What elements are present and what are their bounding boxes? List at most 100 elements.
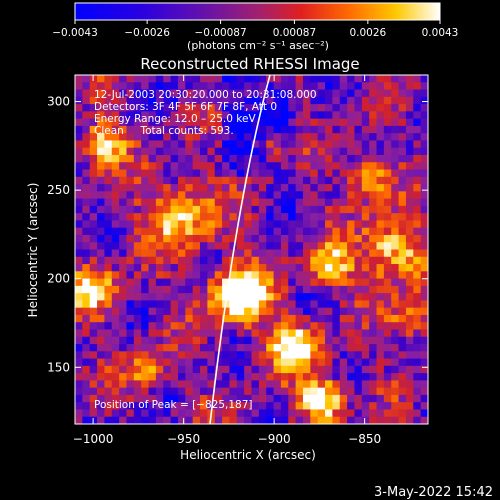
heatmap-cell bbox=[361, 176, 370, 185]
heatmap-cell bbox=[170, 205, 179, 214]
heatmap-cell bbox=[111, 176, 120, 185]
heatmap-cell bbox=[302, 416, 311, 424]
heatmap-cell bbox=[332, 96, 341, 105]
heatmap-cell bbox=[280, 242, 289, 251]
heatmap-cell bbox=[200, 373, 208, 381]
heatmap-cell bbox=[104, 242, 113, 251]
heatmap-cell bbox=[155, 358, 164, 367]
heatmap-cell bbox=[383, 184, 392, 192]
heatmap-cell bbox=[310, 373, 319, 381]
heatmap-cell bbox=[97, 220, 106, 229]
heatmap-cell bbox=[273, 169, 282, 178]
heatmap-cell bbox=[185, 213, 194, 222]
heatmap-cell bbox=[295, 278, 304, 287]
heatmap-cell bbox=[126, 351, 135, 360]
heatmap-cell bbox=[266, 344, 275, 352]
heatmap-cell bbox=[354, 365, 363, 374]
heatmap-cell bbox=[170, 242, 179, 251]
heatmap-cell bbox=[376, 191, 385, 200]
heatmap-cell bbox=[420, 293, 428, 301]
heatmap-cell bbox=[280, 344, 289, 352]
heatmap-cell bbox=[126, 191, 135, 200]
heatmap-cell bbox=[75, 89, 83, 98]
heatmap-cell bbox=[310, 264, 319, 272]
heatmap-cell bbox=[192, 125, 201, 134]
heatmap-cell bbox=[325, 373, 333, 381]
heatmap-cell bbox=[200, 394, 208, 403]
heatmap-cell bbox=[347, 322, 356, 331]
heatmap-cell bbox=[236, 125, 245, 134]
heatmap-cell bbox=[280, 409, 289, 418]
heatmap-cell bbox=[251, 402, 260, 411]
heatmap-cell bbox=[229, 344, 238, 352]
heatmap-cell bbox=[317, 365, 326, 374]
heatmap-cell bbox=[398, 416, 407, 424]
heatmap-cell bbox=[391, 234, 400, 243]
heatmap-cell bbox=[383, 373, 392, 381]
heatmap-cell bbox=[214, 213, 223, 222]
heatmap-cell bbox=[405, 278, 414, 287]
heatmap-cell bbox=[207, 82, 216, 91]
heatmap-cell bbox=[119, 75, 128, 83]
heatmap-cell bbox=[229, 358, 238, 367]
heatmap-cell bbox=[413, 213, 422, 222]
heatmap-cell bbox=[126, 96, 135, 105]
heatmap-cell bbox=[288, 184, 297, 192]
heatmap-cell bbox=[405, 365, 414, 374]
colorbar-ticks: −0.0043 −0.0026 −0.00087 0.00087 0.0026 0.004… bbox=[52, 20, 458, 39]
heatmap-cell bbox=[163, 358, 172, 367]
heatmap-cell bbox=[155, 322, 164, 331]
heatmap-cell bbox=[177, 242, 186, 251]
heatmap-cell bbox=[391, 162, 400, 171]
heatmap-cell bbox=[222, 104, 231, 112]
heatmap-cell bbox=[251, 278, 260, 287]
heatmap-cell bbox=[317, 300, 326, 309]
heatmap-cell bbox=[383, 147, 392, 156]
heatmap-cell bbox=[75, 242, 83, 251]
heatmap-cell bbox=[332, 154, 341, 163]
heatmap-cell bbox=[119, 154, 128, 163]
heatmap-cell bbox=[170, 133, 179, 142]
heatmap-cell bbox=[273, 104, 282, 112]
heatmap-cell bbox=[391, 300, 400, 309]
heatmap-cell bbox=[398, 314, 407, 323]
heatmap-cell bbox=[332, 271, 341, 280]
info-energy-range: Energy Range: 12.0 – 25.0 keV bbox=[94, 113, 256, 125]
heatmap-cell bbox=[155, 133, 164, 142]
heatmap-cell bbox=[148, 351, 157, 360]
heatmap-cell bbox=[332, 278, 341, 287]
heatmap-cell bbox=[200, 314, 208, 323]
heatmap-cell bbox=[104, 409, 113, 418]
heatmap-cell bbox=[170, 336, 179, 345]
heatmap-cell bbox=[97, 416, 106, 424]
heatmap-cell bbox=[222, 96, 231, 105]
heatmap-cell bbox=[398, 176, 407, 185]
heatmap-cell bbox=[214, 300, 223, 309]
heatmap-cell bbox=[376, 358, 385, 367]
heatmap-cell bbox=[104, 285, 113, 294]
heatmap-cell bbox=[273, 234, 282, 243]
heatmap-cell bbox=[317, 154, 326, 163]
heatmap-cell bbox=[280, 380, 289, 389]
heatmap-cell bbox=[244, 147, 253, 156]
heatmap-cell bbox=[310, 133, 319, 142]
heatmap-cell bbox=[391, 227, 400, 236]
heatmap-cell bbox=[251, 154, 260, 163]
heatmap-cell bbox=[111, 96, 120, 105]
heatmap-cell bbox=[148, 278, 157, 287]
heatmap-cell bbox=[347, 285, 356, 294]
heatmap-cell bbox=[155, 140, 164, 149]
heatmap-cell bbox=[376, 89, 385, 98]
heatmap-cell bbox=[148, 358, 157, 367]
heatmap-cell bbox=[155, 220, 164, 229]
heatmap-cell bbox=[354, 234, 363, 243]
heatmap-cell bbox=[251, 365, 260, 374]
heatmap-cell bbox=[420, 307, 428, 316]
heatmap-cell bbox=[391, 329, 400, 338]
heatmap-cell bbox=[82, 147, 91, 156]
heatmap-cell bbox=[192, 176, 201, 185]
heatmap-cell bbox=[75, 205, 83, 214]
heatmap-cell bbox=[398, 75, 407, 83]
heatmap-cell bbox=[258, 198, 267, 207]
heatmap-cell bbox=[244, 394, 253, 403]
